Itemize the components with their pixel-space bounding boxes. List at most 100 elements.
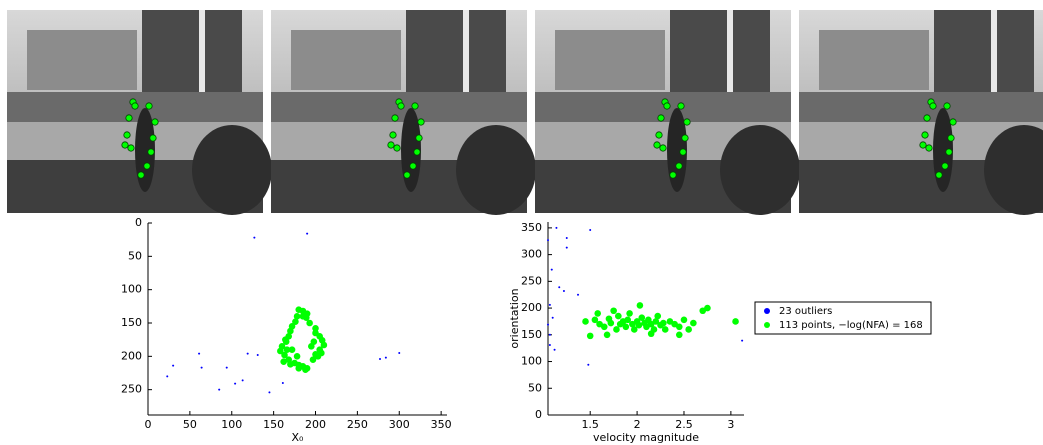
feature-point: [127, 144, 135, 152]
point: [256, 354, 259, 356]
feature-point: [925, 144, 933, 152]
point: [287, 361, 294, 368]
bush: [720, 125, 800, 215]
point: [310, 338, 318, 345]
bush: [456, 125, 536, 215]
point: [685, 326, 692, 333]
point: [635, 321, 643, 329]
feature-point: [657, 114, 665, 122]
pedestrian: [933, 108, 953, 192]
point: [562, 289, 565, 292]
point: [548, 303, 551, 306]
x-tick-label: 0: [145, 418, 152, 431]
feature-point: [137, 171, 145, 179]
point: [690, 319, 697, 327]
point: [293, 313, 301, 320]
point: [306, 319, 313, 327]
point: [555, 226, 558, 229]
point: [613, 326, 620, 333]
point: [675, 323, 683, 331]
y-tick-label: 150: [121, 316, 142, 329]
point: [594, 310, 602, 317]
point: [548, 333, 551, 336]
legend-label: 113 points, −log(NFA) = 168: [779, 320, 923, 331]
point: [675, 331, 683, 339]
legend-label: 23 outliers: [779, 306, 832, 317]
y-tick-label: 0: [535, 408, 542, 421]
point: [547, 323, 549, 326]
point: [241, 379, 244, 382]
bush: [984, 125, 1043, 215]
point: [638, 314, 646, 321]
feature-point: [943, 102, 951, 110]
photo: [7, 10, 272, 215]
point: [550, 268, 553, 271]
point: [277, 347, 284, 355]
point: [384, 356, 387, 359]
building: [670, 10, 770, 95]
feature-point: [131, 102, 139, 110]
point: [680, 316, 688, 324]
point: [288, 346, 296, 353]
point: [218, 388, 221, 391]
x-tick-label: 2.5: [675, 418, 693, 431]
point: [398, 352, 401, 354]
point: [704, 304, 711, 312]
y-tick-label: 100: [521, 355, 542, 368]
photo: [799, 10, 1043, 215]
point: [636, 302, 644, 309]
point: [626, 310, 633, 317]
point: [318, 349, 325, 357]
feature-point: [921, 131, 929, 139]
feature-point: [393, 144, 401, 152]
legend: 23 outliers 113 points, −log(NFA) = 168: [754, 301, 932, 335]
x-tick-label: 300: [389, 418, 410, 431]
y-axis-label: orientation: [508, 288, 521, 348]
pedestrian: [401, 108, 421, 192]
feature-point: [923, 114, 931, 122]
feature-point: [679, 148, 687, 156]
feature-point: [121, 141, 129, 149]
pole: [727, 10, 733, 135]
point: [607, 319, 615, 327]
feature-point: [415, 134, 423, 142]
x-axis-label: velocity magnitude: [593, 431, 699, 444]
point: [292, 318, 299, 325]
point: [547, 239, 549, 242]
x-tick-label: 3: [727, 418, 734, 431]
feature-point: [387, 141, 395, 149]
pole: [199, 10, 205, 135]
point: [295, 365, 303, 372]
point: [548, 343, 551, 346]
point: [288, 323, 296, 330]
feature-point: [947, 134, 955, 142]
point: [172, 364, 175, 367]
y-tick-label: 200: [121, 349, 142, 362]
feature-point: [653, 141, 661, 149]
y-tick-label: 350: [521, 221, 542, 234]
building: [291, 30, 401, 90]
feature-point: [389, 131, 397, 139]
feature-point: [941, 162, 949, 170]
pole: [463, 10, 469, 135]
feature-point: [151, 118, 159, 126]
point: [586, 332, 594, 340]
point: [589, 229, 592, 232]
feature-point: [945, 148, 953, 156]
point: [577, 293, 580, 296]
point: [293, 353, 301, 360]
building: [27, 30, 137, 90]
feature-point: [949, 118, 957, 126]
point: [654, 312, 662, 320]
building: [819, 30, 929, 90]
feature-point: [683, 118, 691, 126]
feature-point: [143, 162, 151, 170]
feature-point: [417, 118, 425, 126]
point: [309, 356, 317, 363]
point: [198, 352, 201, 355]
point: [312, 325, 319, 332]
legend-marker: [764, 308, 770, 314]
point: [603, 331, 611, 339]
legend-marker: [764, 322, 770, 328]
building: [934, 10, 1034, 95]
